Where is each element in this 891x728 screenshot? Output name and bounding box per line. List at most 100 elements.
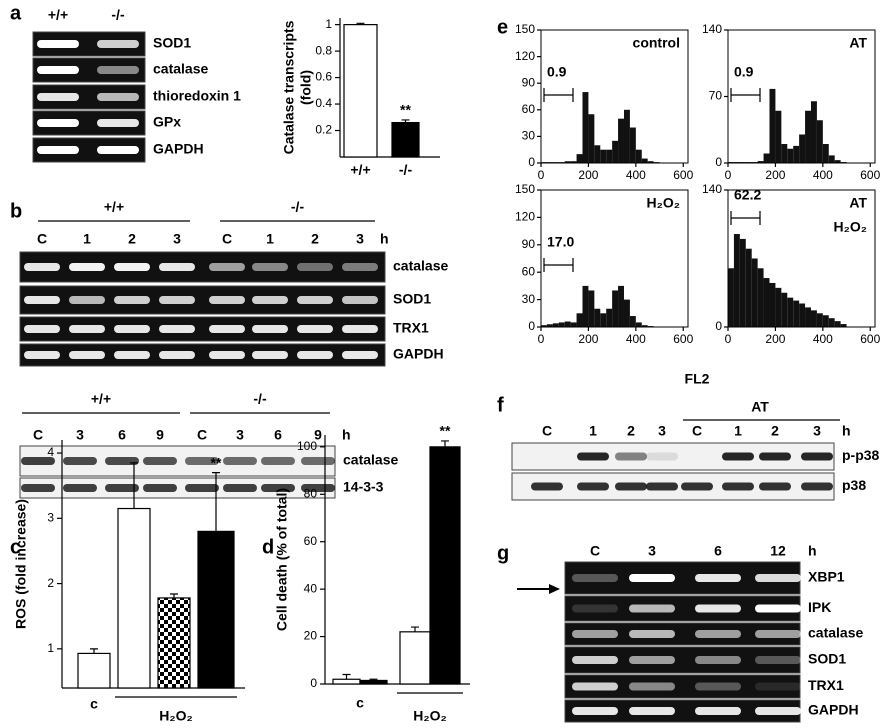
band-label: catalase <box>393 258 448 274</box>
band <box>261 484 295 492</box>
y-tick-label: 1 <box>325 17 332 31</box>
band <box>261 457 295 465</box>
gel-strip <box>19 343 386 367</box>
histogram-bar <box>763 153 770 163</box>
histogram-bar <box>745 248 752 327</box>
band <box>722 452 754 461</box>
lane-label: 2 <box>627 423 635 439</box>
x-tick-label: 0 <box>725 168 732 182</box>
histogram-bar <box>810 101 817 163</box>
band <box>105 484 139 492</box>
histogram-bar <box>647 161 654 163</box>
histogram-bar <box>822 144 829 163</box>
histogram-bar <box>541 325 547 327</box>
histogram-bar <box>805 307 811 327</box>
significance: ** <box>211 454 222 470</box>
bar <box>399 631 431 685</box>
band <box>24 351 60 359</box>
band <box>252 263 288 271</box>
x-tick-label: 0 <box>538 332 545 346</box>
y-tick-label: 2 <box>47 576 54 590</box>
histogram-bar <box>623 299 630 327</box>
band <box>37 93 79 101</box>
histogram-bar <box>618 118 624 163</box>
x-group-label: c <box>90 696 98 712</box>
x-tick-label: 400 <box>813 168 833 182</box>
x-tick-label: 200 <box>578 168 598 182</box>
band <box>722 482 754 491</box>
band <box>209 263 245 271</box>
band <box>37 146 79 154</box>
error-bar-path <box>130 462 138 509</box>
band <box>646 482 678 491</box>
band <box>342 296 378 304</box>
band <box>755 574 801 582</box>
y-tick-label: 1 <box>47 641 54 655</box>
histogram-bar <box>828 155 835 163</box>
band <box>759 452 791 461</box>
y-tick-label: 140 <box>702 22 722 36</box>
y-axis-label: (fold) <box>298 70 314 105</box>
band <box>69 263 105 271</box>
panel-label: c <box>10 536 21 558</box>
error-bar-path <box>170 593 178 598</box>
y-tick-label: 150 <box>515 182 535 196</box>
band <box>252 296 288 304</box>
histogram-bar <box>810 310 817 327</box>
band <box>37 66 79 74</box>
band <box>97 93 139 101</box>
band <box>69 325 105 333</box>
lane-label: 3 <box>173 231 181 247</box>
band <box>572 682 618 691</box>
bar <box>332 678 361 685</box>
histogram-bar <box>775 110 782 163</box>
band-label: catalase <box>153 61 208 77</box>
x-tick-label: 200 <box>765 332 785 346</box>
y-tick-label: 4 <box>47 445 54 459</box>
histogram-bar <box>728 268 734 327</box>
histogram-bar <box>805 110 811 163</box>
histogram-bar <box>787 148 794 163</box>
bar <box>77 652 111 689</box>
histogram-bar <box>840 324 847 327</box>
plot-frame <box>540 189 689 328</box>
band <box>21 484 55 492</box>
group-label: -/- <box>291 199 305 215</box>
band-label: TRX1 <box>808 677 844 693</box>
band <box>572 630 618 638</box>
y-axis-label: Cell death (% of total) <box>274 488 290 631</box>
time-unit: h <box>380 231 389 247</box>
band <box>223 457 257 465</box>
lane-label: 9 <box>156 427 164 443</box>
histogram-title: H₂O₂ <box>647 195 680 211</box>
error-bar-path <box>356 22 365 25</box>
histogram-bar <box>828 318 835 327</box>
lane-label: -/- <box>111 7 125 23</box>
histogram-bar <box>600 149 607 163</box>
band <box>615 452 647 461</box>
band <box>572 656 618 664</box>
x-group-label: H₂O₂ <box>159 708 192 724</box>
y-tick-label: 80 <box>304 486 318 500</box>
histogram-bar <box>588 114 595 163</box>
panel-label: f <box>497 394 504 416</box>
error-bar-path <box>342 673 351 680</box>
histogram-title: AT <box>849 195 867 211</box>
histogram-bar <box>606 149 613 163</box>
band <box>681 482 713 491</box>
error-bar-path <box>411 626 419 632</box>
band <box>801 482 833 491</box>
histogram-bar <box>641 158 648 163</box>
histogram-bar <box>594 145 601 163</box>
y-tick-label: 150 <box>515 22 535 36</box>
band <box>37 119 79 127</box>
plot-frame <box>540 29 689 164</box>
time-unit: h <box>842 423 851 439</box>
band-label: p38 <box>842 477 866 493</box>
x-tick-label: +/+ <box>350 162 370 178</box>
error-bar <box>170 593 178 598</box>
histogram-bar <box>629 127 636 163</box>
error-bar <box>356 22 365 25</box>
band <box>577 452 609 461</box>
